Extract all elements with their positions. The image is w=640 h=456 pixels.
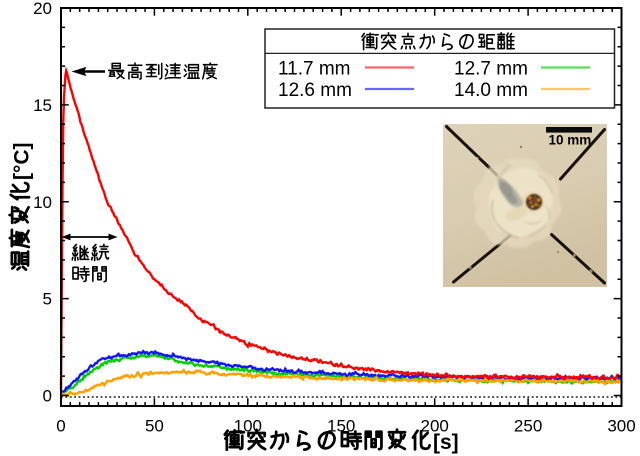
- svg-text:300: 300: [607, 417, 635, 436]
- svg-text:20: 20: [33, 0, 52, 18]
- svg-text:15: 15: [33, 96, 52, 115]
- svg-text:0: 0: [43, 387, 52, 406]
- svg-text:250: 250: [514, 417, 542, 436]
- svg-text:[s]: [s]: [433, 431, 459, 454]
- svg-text:200: 200: [421, 417, 449, 436]
- svg-text:100: 100: [234, 417, 262, 436]
- svg-text:5: 5: [43, 290, 52, 309]
- svg-text:[°C]: [°C]: [11, 142, 34, 180]
- svg-text:150: 150: [327, 417, 355, 436]
- svg-text:0: 0: [56, 417, 65, 436]
- svg-text:50: 50: [145, 417, 164, 436]
- svg-text:10 mm: 10 mm: [549, 133, 592, 148]
- svg-text:12.6 mm: 12.6 mm: [278, 80, 352, 101]
- svg-text:11.7 mm: 11.7 mm: [278, 59, 351, 80]
- svg-text:12.7 mm: 12.7 mm: [454, 59, 528, 80]
- svg-text:10: 10: [33, 193, 52, 212]
- svg-text:14.0 mm: 14.0 mm: [454, 80, 528, 101]
